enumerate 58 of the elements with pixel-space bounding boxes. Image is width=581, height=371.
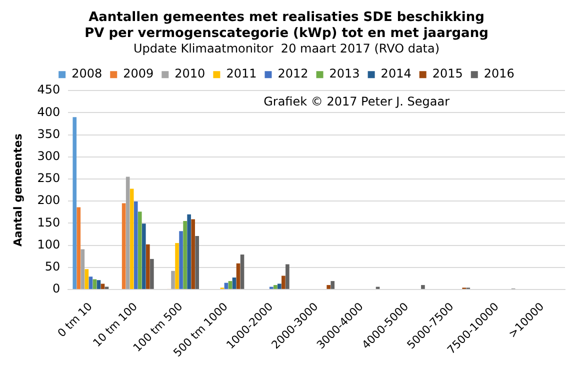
bar — [80, 249, 85, 289]
bar — [142, 224, 146, 289]
bar — [187, 214, 191, 289]
chart-title: Aantallen gemeentes met realisaties SDE beschikking PV per vermogenscategorie (kWp) tot en met jaargang — [84, 10, 488, 41]
bar — [122, 203, 126, 289]
legend-label: 2015 — [432, 66, 463, 81]
bar — [138, 212, 142, 289]
bar — [76, 207, 81, 289]
bar — [286, 264, 290, 289]
y-tick-label: 50 — [44, 259, 60, 274]
bar — [179, 231, 183, 289]
bar — [228, 281, 232, 289]
bar — [92, 279, 97, 289]
bar — [195, 236, 200, 289]
bar — [240, 254, 244, 289]
annotation: Grafiek © 2017 Peter J. Segaar — [264, 94, 450, 109]
bar — [273, 285, 278, 289]
legend-label: 2011 — [226, 66, 257, 81]
legend-label: 2009 — [123, 66, 154, 81]
bar — [330, 281, 335, 289]
legend-label: 2012 — [278, 66, 308, 81]
y-tick-label: 400 — [37, 104, 60, 119]
bar — [100, 284, 105, 289]
legend-label: 2013 — [329, 66, 360, 81]
bar — [175, 243, 179, 289]
legend-label: 2010 — [174, 66, 206, 81]
legend-label: 2014 — [380, 66, 412, 81]
bar — [282, 276, 286, 289]
legend-label: 2008 — [72, 66, 102, 81]
y-tick-label: 0 — [52, 282, 60, 296]
bar — [171, 270, 175, 289]
bar — [84, 269, 89, 289]
legend-label: 2016 — [484, 66, 514, 81]
chart-subtitle: Update Klimaatmonitor 20 maart 2017 (RVO data) — [133, 42, 440, 56]
bar — [183, 220, 187, 289]
bar — [96, 280, 101, 289]
y-tick-label: 100 — [37, 237, 60, 252]
bar — [126, 176, 130, 289]
y-tick-label: 250 — [37, 171, 60, 186]
bar — [232, 278, 236, 289]
bar — [278, 284, 282, 289]
y-tick-label: 150 — [37, 215, 60, 230]
bar — [236, 263, 240, 289]
bar — [326, 285, 331, 289]
bar — [88, 276, 93, 289]
bar — [421, 285, 425, 289]
y-tick-label: 350 — [37, 126, 60, 141]
y-tick-label: 200 — [37, 193, 60, 208]
bar — [191, 219, 195, 289]
bar — [72, 117, 77, 289]
bar — [130, 188, 134, 289]
y-tick-label: 450 — [37, 82, 60, 97]
x-tick-label: 0 tm 10 — [55, 300, 95, 340]
bar — [150, 258, 154, 289]
y-tick-label: 300 — [37, 149, 60, 164]
bar — [146, 244, 150, 289]
bar — [134, 202, 138, 289]
y-axis-title: Aantal gemeentes — [11, 133, 24, 246]
